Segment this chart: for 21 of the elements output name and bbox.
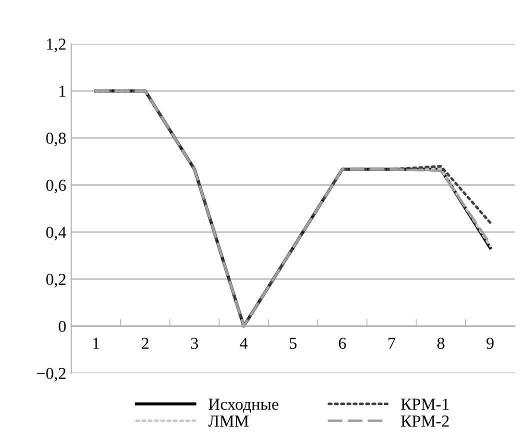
legend-label: КРМ-2 xyxy=(401,416,449,427)
y-tick-label: 0,8 xyxy=(46,132,66,146)
y-tick-label: 1,2 xyxy=(47,38,66,52)
legend-label: КРМ-1 xyxy=(401,398,449,410)
y-tick-label: 1 xyxy=(60,86,66,97)
legend-label: ЛММ xyxy=(208,416,249,427)
x-tick-label: 5 xyxy=(290,338,297,349)
x-tick-label: 4 xyxy=(240,338,248,349)
legend-label: Исходные xyxy=(208,398,278,413)
y-tick-label: 0,4 xyxy=(46,226,66,240)
x-tick-label: 3 xyxy=(191,338,198,349)
x-tick-label: 9 xyxy=(486,338,494,349)
y-tick-label: 0,6 xyxy=(46,180,66,194)
x-tick-label: 7 xyxy=(388,338,396,349)
y-tick-label: 0,2 xyxy=(46,274,66,288)
x-tick-label: 2 xyxy=(142,338,148,349)
y-tick-label: 0 xyxy=(58,320,66,332)
x-tick-label: 8 xyxy=(437,338,444,349)
x-tick-label: 1 xyxy=(93,338,100,349)
y-tick-label: −0,2 xyxy=(37,368,66,382)
x-tick-label: 6 xyxy=(338,338,346,349)
